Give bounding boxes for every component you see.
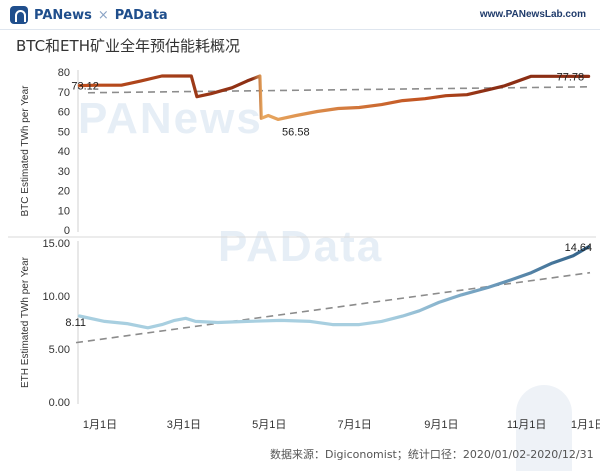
btc-min-data-label: 56.58 (282, 126, 310, 138)
x-tick-label: 7月1日 (337, 419, 371, 431)
eth-trendline (75, 271, 591, 344)
x-tick-label: 1月1日 (83, 419, 117, 431)
btc-trendline (87, 86, 591, 94)
btc-ytick-label: 20 (58, 186, 70, 198)
brand-right: PAData (114, 7, 168, 23)
eth-start-data-label: 8.11 (65, 317, 86, 329)
btc-ytick-label: 40 (58, 146, 70, 158)
header-bar: PANews × PAData www.PANewsLab.com (0, 0, 600, 30)
x-tick-label: 3月1日 (167, 419, 201, 431)
eth-end-data-label: 14.64 (565, 242, 593, 254)
btc-ytick-label: 50 (58, 126, 70, 138)
chart-title: BTC和ETH矿业全年预估能耗概况 (16, 37, 240, 55)
btc-ytick-label: 10 (58, 205, 70, 217)
eth-ytick-label: 10.00 (42, 291, 70, 303)
btc-ytick-label: 0 (64, 225, 70, 237)
btc-ytick-label: 60 (58, 107, 70, 119)
btc-ytick-label: 80 (58, 67, 70, 79)
x-tick-label: 11月1日 (507, 419, 547, 431)
x-tick-label: 5月1日 (252, 419, 286, 431)
btc-end-data-label: 77.78 (557, 71, 585, 83)
btc-series-line (77, 74, 591, 122)
eth-ytick-label: 15.00 (42, 238, 70, 250)
panews-logo-icon (10, 6, 28, 24)
brand-logo: PANews × PAData (10, 6, 168, 24)
brand-separator: × (97, 7, 109, 23)
btc-ytick-label: 30 (58, 166, 70, 178)
x-tick-label: 9月1日 (424, 419, 458, 431)
header-divider (0, 29, 600, 30)
btc-y-axis-title: BTC Estimated TWh per Year (20, 85, 31, 217)
eth-ytick-label: 5.00 (49, 344, 70, 356)
eth-series-line (77, 245, 591, 330)
site-url: www.PANewsLab.com (479, 9, 586, 20)
source-note: 数据来源：Digiconomist；统计口径：2020/01/02-2020/1… (270, 448, 594, 461)
btc-start-data-label: 73.12 (71, 81, 99, 93)
eth-ytick-label: 0.00 (49, 397, 70, 409)
x-tick-label: 1月1日 (571, 419, 600, 431)
brand-left: PANews (34, 7, 92, 23)
corner-logo-icon (516, 385, 572, 471)
btc-ytick-label: 70 (58, 87, 70, 99)
eth-y-axis-title: ETH Estimated TWh per Year (20, 256, 31, 388)
